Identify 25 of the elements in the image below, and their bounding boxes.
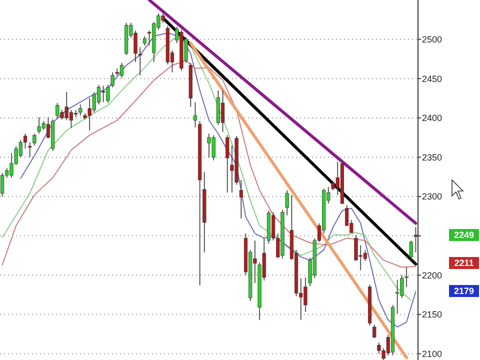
candlestick <box>193 102 198 128</box>
candlestick <box>142 36 146 46</box>
candlestick <box>239 180 243 220</box>
candlestick <box>404 266 408 288</box>
y-tick-label: 2400 <box>422 113 442 124</box>
candlestick <box>78 104 82 116</box>
candlestick <box>32 133 36 146</box>
text: 2211 <box>454 258 474 268</box>
candlestick <box>28 142 32 158</box>
y-tick-label: 2500 <box>422 34 442 44</box>
candlestick <box>226 134 230 194</box>
candlestick <box>110 72 114 88</box>
candlestick <box>220 90 225 133</box>
text: 2249 <box>454 230 474 240</box>
y-tick-label: 2150 <box>422 310 442 320</box>
y-tick-label: 2350 <box>422 152 442 162</box>
candlestick <box>285 190 289 216</box>
y-tick-label: 2300 <box>422 192 442 202</box>
y-tick-label: 2450 <box>422 74 442 84</box>
y-tick-label: 2100 <box>422 348 442 359</box>
candlestick <box>409 240 413 261</box>
y-tick-label: 2200 <box>422 270 442 280</box>
text: 2179 <box>454 286 474 296</box>
candlestick <box>138 46 142 76</box>
candlestick <box>372 324 376 338</box>
